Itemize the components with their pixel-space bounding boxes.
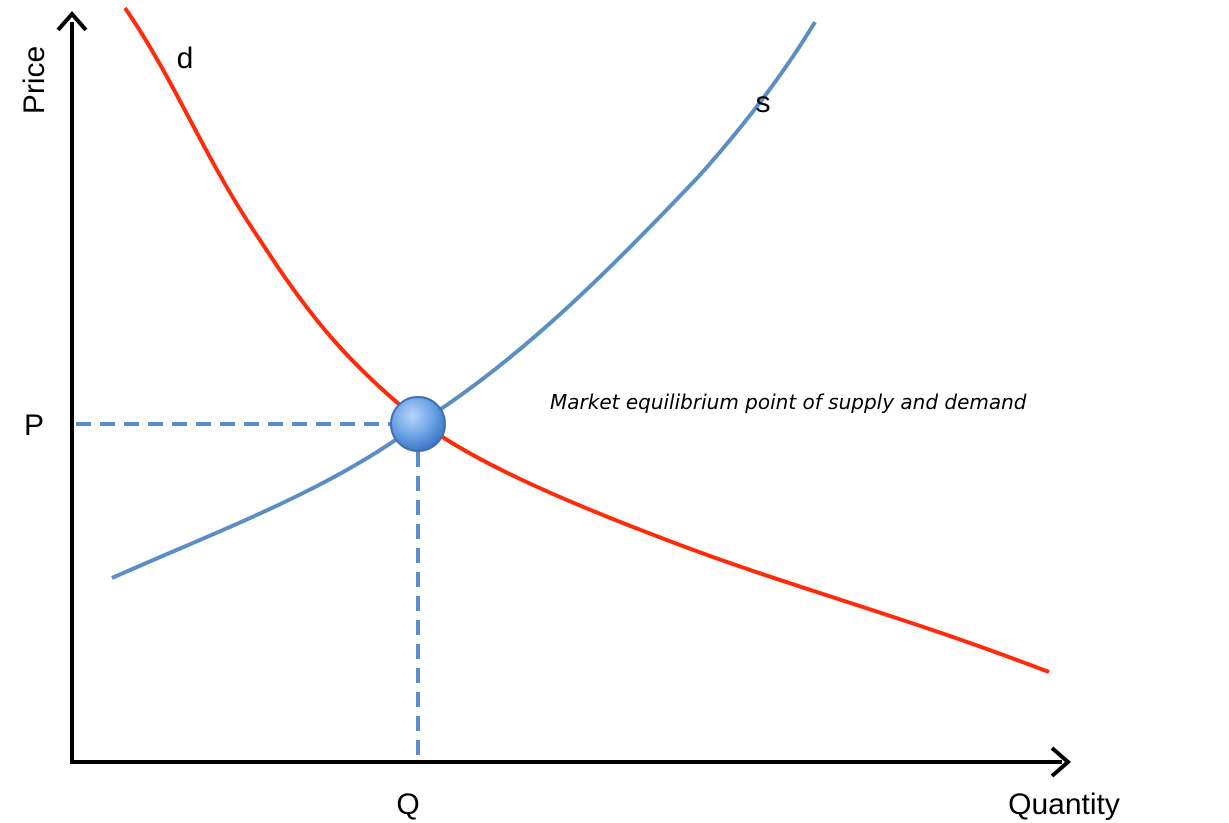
x-axis-arrowhead [1050, 746, 1072, 778]
supply-curve-label: s [756, 86, 771, 119]
y-axis-arrowhead [56, 10, 88, 32]
equilibrium-annotation: Market equilibrium point of supply and d… [550, 390, 1027, 414]
x-axis-label: Quantity [1008, 788, 1120, 821]
axes [56, 10, 1072, 778]
price-marker-label: P [24, 409, 44, 442]
demand-curve-label: d [177, 42, 194, 75]
demand-curve [123, 6, 1050, 674]
equilibrium-point-icon [390, 396, 446, 452]
supply-curve [111, 20, 817, 580]
quantity-marker-label: Q [396, 788, 419, 821]
y-axis-label: Price [18, 46, 51, 114]
